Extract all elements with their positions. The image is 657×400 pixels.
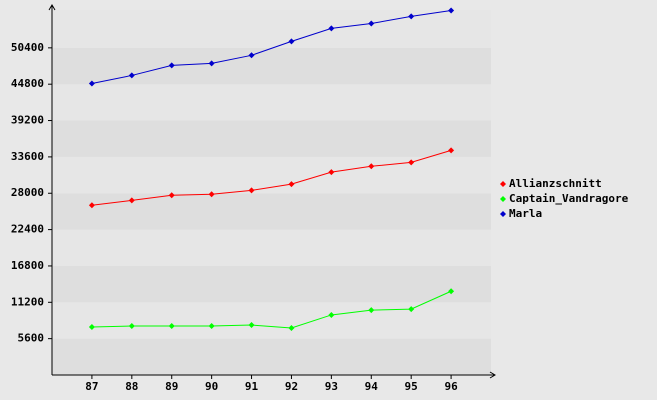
data-point (328, 169, 335, 176)
x-tick-label: 88 (125, 380, 138, 393)
data-point (408, 13, 415, 20)
data-point (448, 288, 455, 295)
data-point (168, 322, 175, 329)
data-point (288, 181, 295, 188)
legend-label: Captain_Vandragore (509, 192, 629, 205)
y-tick-label: 39200 (11, 114, 44, 127)
legend-marker (500, 196, 506, 202)
grid-band (52, 156, 491, 194)
series-line (91, 149, 452, 206)
grid-band (52, 265, 491, 303)
data-point (128, 322, 135, 329)
x-tick-label: 87 (85, 380, 98, 393)
y-tick-label: 22400 (11, 223, 44, 236)
data-point (288, 324, 295, 331)
y-tick-label: 28000 (11, 186, 44, 199)
data-point (88, 323, 95, 330)
grid-band (52, 193, 491, 230)
data-point (248, 52, 255, 59)
x-tick-label: 96 (444, 380, 458, 393)
y-axis-arrow (48, 4, 56, 11)
data-point (168, 192, 175, 199)
y-tick-label: 44800 (11, 77, 44, 90)
data-point (208, 60, 215, 67)
y-tick-label: 16800 (11, 259, 44, 272)
data-point (408, 306, 415, 313)
data-point (128, 72, 135, 79)
data-point (408, 159, 415, 166)
x-tick-label: 89 (165, 380, 178, 393)
grid-band (52, 10, 491, 48)
data-point (88, 202, 95, 209)
grid-band (52, 302, 491, 339)
x-tick-label: 95 (405, 380, 418, 393)
y-tick-label: 5600 (18, 332, 45, 345)
legend-label: Marla (509, 207, 542, 220)
x-axis-arrow (489, 371, 496, 379)
x-tick-label: 92 (285, 380, 298, 393)
data-point (328, 25, 335, 32)
data-point (208, 322, 215, 329)
data-point (448, 7, 455, 14)
x-tick-label: 93 (325, 380, 338, 393)
data-point (328, 311, 335, 318)
series-line (91, 10, 452, 85)
legend-marker (500, 211, 506, 217)
data-point (368, 20, 375, 27)
data-point (128, 197, 135, 204)
data-point (368, 163, 375, 170)
data-point (248, 322, 255, 329)
series-line (91, 290, 452, 329)
grid-band (52, 229, 491, 266)
grid-band (52, 84, 491, 121)
legend-label: Allianzschnitt (509, 177, 602, 190)
data-point (448, 147, 455, 154)
data-point (248, 187, 255, 194)
grid-band (52, 120, 491, 157)
grid-band (52, 338, 491, 375)
y-tick-label: 33600 (11, 150, 44, 163)
y-tick-label: 11200 (11, 295, 44, 308)
data-point (168, 62, 175, 69)
data-point (288, 38, 295, 45)
x-tick-label: 94 (365, 380, 379, 393)
legend-marker (500, 181, 506, 187)
data-point (208, 191, 215, 198)
y-tick-label: 50400 (11, 41, 44, 54)
x-tick-label: 90 (205, 380, 218, 393)
data-point (368, 307, 375, 314)
x-tick-label: 91 (245, 380, 259, 393)
grid-band (52, 47, 491, 85)
data-point (88, 80, 95, 87)
